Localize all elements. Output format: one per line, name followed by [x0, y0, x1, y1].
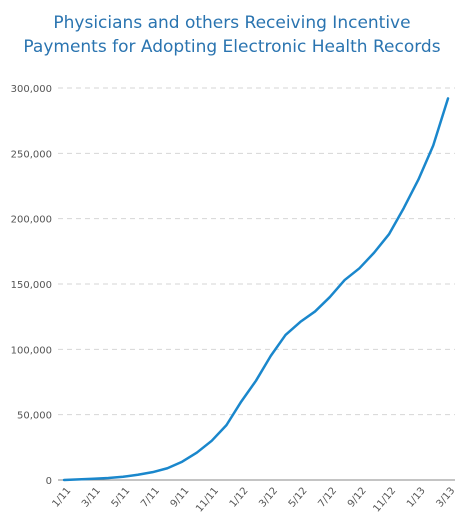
x-tick-label: 3/11	[80, 485, 103, 509]
x-tick-label: 5/11	[110, 485, 133, 509]
x-tick-label: 5/12	[287, 485, 310, 509]
x-tick-label: 9/12	[346, 485, 369, 509]
x-tick-label: 3/13	[434, 485, 457, 509]
y-tick-label: 200,000	[11, 215, 52, 226]
y-tick-label: 50,000	[17, 411, 52, 422]
x-tick-label: 7/12	[316, 485, 339, 509]
line	[62, 97, 450, 482]
y-tick-label: 250,000	[11, 149, 52, 160]
x-tick-label: 1/13	[405, 485, 428, 509]
x-tick-label: 1/12	[228, 485, 251, 509]
x-tick-label: 3/12	[257, 485, 280, 509]
y-tick-label: 0	[46, 476, 52, 487]
y-tick-label: 150,000	[11, 280, 52, 291]
y-tick-label: 300,000	[11, 84, 52, 95]
x-tick-label: 9/11	[169, 485, 192, 509]
x-tick-label: 1/11	[50, 485, 73, 509]
x-tick-label: 11/12	[371, 485, 398, 512]
x-tick-label: 7/11	[139, 485, 162, 509]
chart-title: Physicians and others Receiving Incentiv…	[53, 13, 410, 33]
y-tick-label: 100,000	[11, 345, 52, 356]
x-tick-label: 11/11	[194, 485, 221, 512]
chart-title: Payments for Adopting Electronic Health …	[23, 37, 440, 57]
